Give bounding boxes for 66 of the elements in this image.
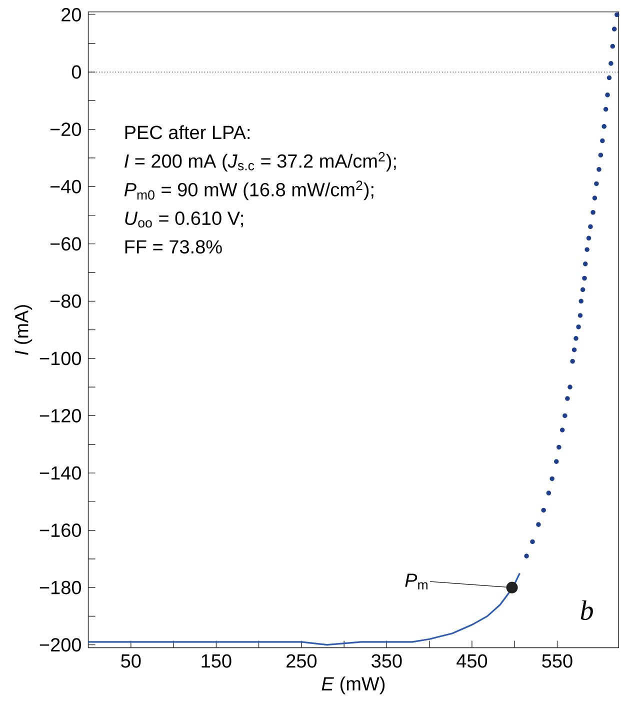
y-tick-label: −60: [50, 237, 82, 251]
annotation: PEC after LPA:: [125, 125, 250, 140]
point: [536, 522, 541, 527]
x-tick-label: 450: [456, 654, 488, 668]
point: [560, 428, 565, 432]
x-tick-label: 150: [202, 654, 232, 668]
point: [570, 358, 575, 364]
point: [572, 347, 577, 352]
point: [598, 152, 604, 158]
y-tick-label: −140: [40, 466, 82, 480]
point: [556, 444, 562, 450]
y-tick-label: −40: [50, 180, 82, 194]
x-axis-title: E (mW): [322, 676, 385, 694]
point: [568, 384, 572, 390]
y-tick-label: −180: [40, 580, 82, 594]
x-tick-label: 350: [372, 654, 402, 668]
point: [606, 75, 612, 80]
annotation: P$_{m0}$ = 90 mW (16.8 mW/cm$^{2}$);: [124, 180, 374, 200]
point: [596, 167, 602, 172]
point: [574, 336, 578, 341]
y-tick-label: −20: [50, 122, 82, 136]
y-tick-label: 20: [62, 8, 82, 22]
annotation: P$_{m}$: [405, 574, 428, 590]
annotation: FF = 73.8%: [125, 240, 222, 254]
point: [610, 44, 616, 49]
point: [578, 313, 583, 318]
point: [524, 554, 529, 558]
point: [612, 26, 617, 32]
annotation: I = 200 mA (J$_{s.c}$ = 37.2 mA/cm$^{2}$);: [124, 152, 396, 172]
point: [554, 459, 559, 464]
x-tick-label: 250: [286, 654, 317, 668]
point: [586, 236, 592, 241]
y-tick-label: −200: [40, 638, 82, 652]
point: [546, 490, 552, 496]
point: [614, 12, 620, 18]
annotation: U$_{oo}$ = 0.610 V;: [125, 212, 243, 228]
x-tick-label: 550: [542, 654, 572, 668]
point: [580, 287, 586, 292]
y-tick-label: −80: [50, 294, 82, 308]
point: [530, 539, 535, 544]
point: [541, 508, 546, 513]
point: [590, 210, 596, 215]
point: [605, 92, 610, 98]
point: [584, 247, 590, 252]
point: [562, 413, 568, 418]
point: [582, 276, 587, 281]
annotation: b: [580, 600, 593, 620]
y-tick-label: −160: [40, 524, 82, 538]
point: [603, 106, 608, 112]
y-tick-label: −120: [40, 408, 82, 422]
point: [550, 476, 555, 482]
point: [602, 124, 607, 129]
x-tick-label: 50: [121, 654, 141, 668]
point: [565, 396, 570, 401]
point: [576, 324, 581, 330]
point: [608, 61, 614, 66]
y-axis-title: I (mA): [14, 305, 32, 355]
point: [588, 224, 593, 230]
point: [600, 138, 605, 144]
point: [594, 181, 599, 186]
point: [506, 582, 518, 594]
y-tick-label: 0: [72, 65, 82, 79]
y-tick-label: −100: [40, 352, 82, 366]
point: [582, 262, 588, 266]
point: [592, 196, 598, 200]
point: [578, 298, 584, 304]
